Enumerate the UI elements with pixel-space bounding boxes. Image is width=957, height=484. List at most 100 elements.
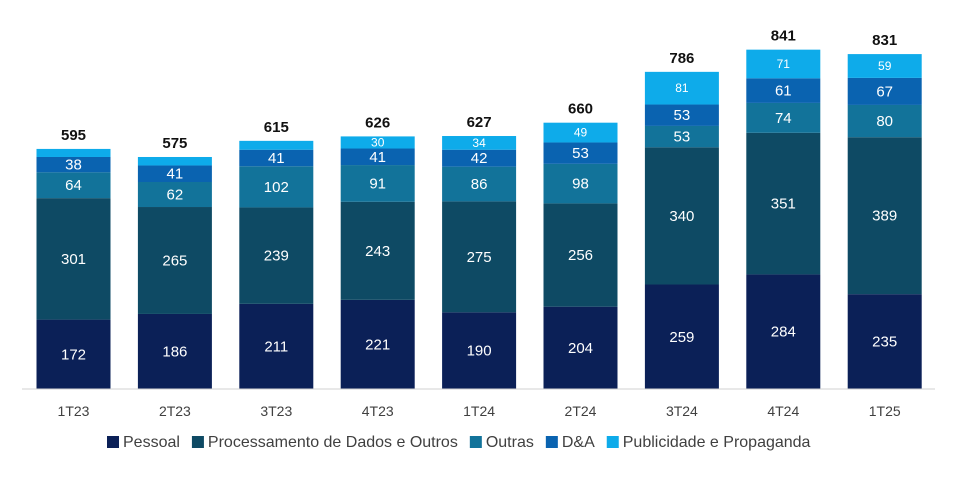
x-tick-label: 2T23 xyxy=(159,403,191,419)
data-label-2-3T24: 53 xyxy=(674,129,691,146)
bar-segment-0-1T24 xyxy=(442,312,517,389)
bar-segment-1-3T24 xyxy=(644,147,719,285)
bar-segment-1-2T23 xyxy=(137,207,212,314)
data-label-2-1T24: 86 xyxy=(471,176,488,193)
bar-segment-3-4T23 xyxy=(340,148,415,166)
legend-swatch-2 xyxy=(469,436,482,448)
total-label-3T24: 786 xyxy=(669,50,694,67)
data-label-4-1T24: 34 xyxy=(472,136,486,150)
bar-segment-3-1T24 xyxy=(442,149,517,167)
bar-segment-1-4T24 xyxy=(746,132,821,275)
data-label-3-1T25: 67 xyxy=(876,83,893,100)
bar-segment-0-2T24 xyxy=(543,306,618,389)
data-label-1-3T24: 340 xyxy=(669,208,694,225)
bar-segment-4-2T23 xyxy=(137,156,212,166)
x-tick-label: 2T24 xyxy=(565,403,597,419)
data-label-3-2T24: 53 xyxy=(572,145,589,162)
total-label-3T23: 615 xyxy=(264,119,289,136)
bar-segment-3-2T24 xyxy=(543,142,618,164)
x-tick-labels-group: 1T23 2T23 3T23 4T23 1T24 2T24 3T24 4T24 1T25 xyxy=(58,403,901,419)
data-label-0-1T25: 235 xyxy=(872,334,897,351)
legend-label-4: Publicidade e Propaganda xyxy=(623,434,811,451)
bar-segment-4-1T25 xyxy=(847,54,922,78)
bar-segment-4-3T24 xyxy=(644,71,719,105)
bar-segment-0-3T23 xyxy=(239,303,314,389)
data-label-0-1T23: 172 xyxy=(61,346,86,363)
data-label-4-2T24: 49 xyxy=(574,126,588,140)
bar-segment-0-2T23 xyxy=(137,313,212,389)
bar-segment-0-1T23 xyxy=(36,319,111,389)
data-label-3-3T24: 53 xyxy=(674,107,691,124)
bar-segment-2-3T24 xyxy=(644,125,719,148)
data-label-3-1T23: 38 xyxy=(65,157,82,174)
data-label-0-3T23: 211 xyxy=(264,338,288,355)
bars-group xyxy=(36,49,922,389)
data-label-1-2T24: 256 xyxy=(568,247,593,264)
data-label-1-4T24: 351 xyxy=(771,196,796,213)
data-label-4-3T24: 81 xyxy=(675,81,689,95)
bar-segment-4-3T23 xyxy=(239,140,314,150)
x-tick-label: 4T23 xyxy=(362,403,394,419)
bar-segment-3-1T25 xyxy=(847,77,922,105)
bar-segment-3-3T23 xyxy=(239,149,314,167)
data-label-2-1T25: 80 xyxy=(876,113,893,130)
bar-segment-4-1T23 xyxy=(36,148,111,157)
total-label-2T24: 660 xyxy=(568,101,593,118)
x-tick-label: 3T23 xyxy=(260,403,292,419)
legend-label-3: D&A xyxy=(562,434,595,451)
legend-swatch-3 xyxy=(545,436,558,448)
legend-swatch-1 xyxy=(191,436,204,448)
total-label-1T24: 627 xyxy=(467,114,492,131)
bar-segment-0-4T23 xyxy=(340,299,415,389)
bar-segment-0-3T24 xyxy=(644,284,719,389)
data-label-1-1T23: 301 xyxy=(61,251,86,268)
bar-segment-1-3T23 xyxy=(239,207,314,304)
data-label-0-3T24: 259 xyxy=(669,329,694,346)
bar-segment-2-1T24 xyxy=(442,166,517,202)
bar-segment-1-1T24 xyxy=(442,201,517,313)
data-label-2-2T24: 98 xyxy=(572,176,589,193)
total-label-1T23: 595 xyxy=(61,127,86,144)
bar-segment-1-4T23 xyxy=(340,201,415,300)
bar-segment-4-2T24 xyxy=(543,122,618,143)
bar-segment-2-2T24 xyxy=(543,163,618,204)
legend-swatch-4 xyxy=(606,436,619,448)
data-label-4-1T25: 59 xyxy=(878,59,892,73)
data-label-2-3T23: 102 xyxy=(264,179,289,196)
bar-segment-3-4T24 xyxy=(746,78,821,103)
data-label-2-1T23: 64 xyxy=(65,177,82,194)
x-tick-label: 1T25 xyxy=(869,403,901,419)
data-label-1-1T24: 275 xyxy=(467,249,492,266)
data-label-0-2T24: 204 xyxy=(568,340,593,357)
data-label-0-1T24: 190 xyxy=(467,343,492,360)
data-label-2-4T24: 74 xyxy=(775,110,792,127)
x-tick-label: 4T24 xyxy=(767,403,799,419)
data-label-3-1T24: 42 xyxy=(471,150,488,167)
x-tick-label: 1T24 xyxy=(463,403,495,419)
bar-segment-3-2T23 xyxy=(137,165,212,182)
bar-segment-4-4T24 xyxy=(746,49,821,79)
data-label-0-2T23: 186 xyxy=(162,343,187,360)
bar-segment-4-4T23 xyxy=(340,136,415,149)
data-label-1-2T23: 265 xyxy=(162,252,187,269)
data-label-2-4T23: 91 xyxy=(369,175,386,192)
bar-segment-3-3T24 xyxy=(644,104,719,126)
bar-segment-2-4T24 xyxy=(746,102,821,133)
total-label-4T23: 626 xyxy=(365,114,390,131)
data-label-3-2T23: 41 xyxy=(167,166,184,183)
bar-segment-2-3T23 xyxy=(239,166,314,208)
bar-segment-4-1T24 xyxy=(442,136,517,150)
bar-segment-0-1T25 xyxy=(847,294,922,389)
data-label-0-4T24: 284 xyxy=(771,324,796,341)
legend: Pessoal Processamento de Dados e Outros Ou… xyxy=(107,434,811,451)
bar-segment-2-1T25 xyxy=(847,104,922,138)
bar-segment-1-1T25 xyxy=(847,137,922,295)
legend-label-2: Outras xyxy=(486,434,534,451)
bar-segment-0-4T24 xyxy=(746,274,821,389)
bar-segment-2-4T23 xyxy=(340,165,415,202)
data-label-0-4T23: 221 xyxy=(365,336,390,353)
data-label-3-3T23: 41 xyxy=(268,150,285,167)
total-label-2T23: 575 xyxy=(162,135,187,152)
legend-label-0: Pessoal xyxy=(123,434,180,451)
